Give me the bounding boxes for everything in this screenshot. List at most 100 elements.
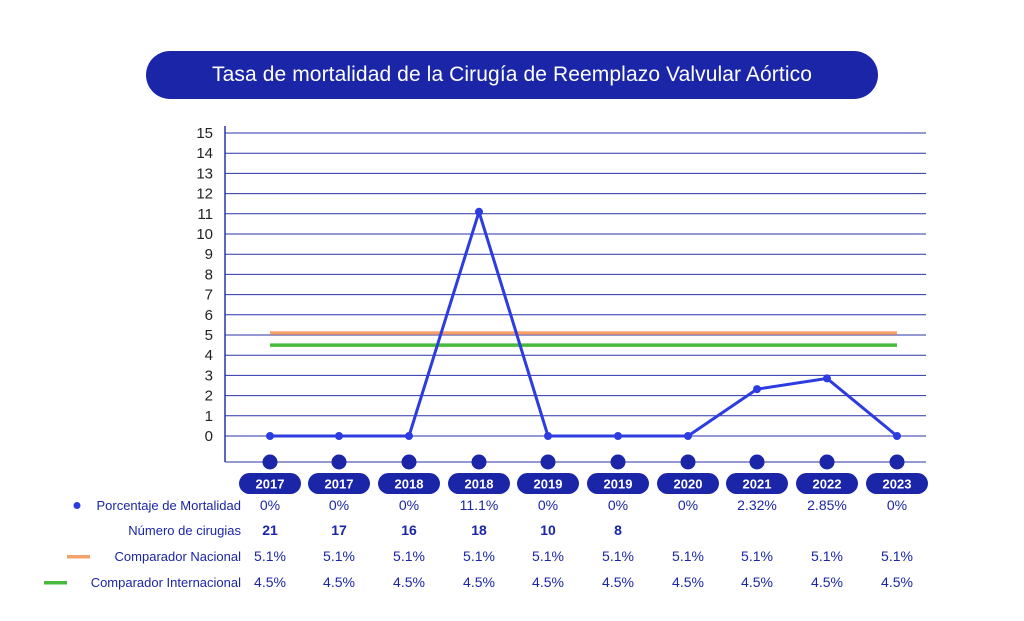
series-layer <box>266 207 901 440</box>
x-axis-dot-0 <box>262 454 278 470</box>
mortality-point-8 <box>823 374 831 383</box>
grid-layer <box>225 132 926 463</box>
table-cell-r1-c1: 17 <box>331 522 347 538</box>
y-tick-label-8: 8 <box>205 266 213 283</box>
category-pill-3 <box>448 473 510 494</box>
x-axis-dot-2 <box>401 454 417 470</box>
category-label-1: 2017 <box>325 477 354 492</box>
x-axis-dot-5 <box>610 454 626 470</box>
category-label-0: 2017 <box>256 477 285 492</box>
table-cell-r0-c5: 0% <box>608 497 628 513</box>
table-cell-r1-c3: 18 <box>471 522 487 538</box>
mortality-point-1 <box>335 432 343 440</box>
y-tick-label-15: 15 <box>196 125 213 142</box>
table-cell-r3-c4: 4.5% <box>532 574 564 590</box>
mortality-point-0 <box>266 432 274 440</box>
mortality-point-6 <box>684 432 692 440</box>
category-label-7: 2021 <box>743 477 772 492</box>
category-pill-4 <box>517 473 579 494</box>
y-tick-label-12: 12 <box>196 186 213 203</box>
y-tick-label-7: 7 <box>205 287 213 304</box>
legend-dot-marker <box>73 502 81 509</box>
table-cell-r0-c0: 0% <box>260 497 280 513</box>
mortality-point-2 <box>405 432 413 440</box>
table-cell-r0-c4: 0% <box>538 497 558 513</box>
category-label-8: 2022 <box>813 477 842 492</box>
table-cell-r0-c2: 0% <box>399 497 419 513</box>
table-cell-r1-c0: 21 <box>262 522 278 538</box>
reference-lines <box>270 331 897 347</box>
y-tick-label-2: 2 <box>205 388 213 405</box>
category-pill-7 <box>726 473 788 494</box>
y-tick-label-5: 5 <box>205 327 213 344</box>
y-tick-label-6: 6 <box>205 307 213 324</box>
table-cell-r2-c9: 5.1% <box>881 548 913 564</box>
mortality-point-4 <box>544 432 552 440</box>
x-axis-dot-8 <box>819 454 835 470</box>
mortality-point-5 <box>614 432 622 440</box>
legend-nacional-marker <box>67 555 90 559</box>
table-cell-r0-c1: 0% <box>329 497 349 513</box>
y-tick-label-1: 1 <box>205 408 213 425</box>
mortality-point-9 <box>893 432 901 440</box>
row-label-0: Porcentaje de Mortalidad <box>96 498 241 513</box>
category-pill-0 <box>239 473 301 494</box>
table-cell-r3-c8: 4.5% <box>811 574 843 590</box>
mortality-series-line <box>270 210 898 438</box>
mortality-point-3 <box>475 207 483 216</box>
category-label-9: 2023 <box>883 477 912 492</box>
category-pill-8 <box>796 473 858 494</box>
category-label-3: 2018 <box>465 477 494 492</box>
x-axis-dot-9 <box>889 454 905 470</box>
table-cell-r3-c9: 4.5% <box>881 574 913 590</box>
table-cell-r0-c3: 11.1% <box>460 497 499 513</box>
x-axis-dot-3 <box>471 454 487 470</box>
y-tick-label-4: 4 <box>205 347 213 364</box>
x-axis-category-pills: 2017 2017 2018 2018 2019 2019 2020 2021 2022 2023 <box>239 454 928 494</box>
row-label-2: Comparador Nacional <box>115 549 242 564</box>
y-tick-label-3: 3 <box>205 367 213 384</box>
category-label-4: 2019 <box>534 477 563 492</box>
table-cell-r2-c2: 5.1% <box>393 548 425 564</box>
category-pill-2 <box>378 473 440 494</box>
x-axis-dot-6 <box>680 454 696 470</box>
table-cell-r2-c6: 5.1% <box>672 548 704 564</box>
y-tick-label-9: 9 <box>205 246 213 263</box>
row-label-1: Número de cirugias <box>128 523 241 538</box>
table-cell-r1-c2: 16 <box>401 522 417 538</box>
y-tick-label-11: 11 <box>197 206 213 223</box>
data-table: Porcentaje de Mortalidad 0% 0% 0% 11.1% 0% 0% 0… <box>44 497 913 590</box>
table-cell-r2-c7: 5.1% <box>741 548 773 564</box>
chart-title: Tasa de mortalidad de la Cirugía de Reem… <box>146 51 878 99</box>
legend-internacional-marker <box>44 581 67 585</box>
table-cell-r0-c8: 2.85% <box>807 497 847 513</box>
y-tick-label-14: 14 <box>196 145 213 162</box>
table-cell-r3-c6: 4.5% <box>672 574 704 590</box>
category-label-2: 2018 <box>395 477 424 492</box>
category-pill-1 <box>308 473 370 494</box>
table-cell-r2-c3: 5.1% <box>463 548 495 564</box>
table-cell-r3-c0: 4.5% <box>254 574 286 590</box>
table-cell-r3-c1: 4.5% <box>323 574 355 590</box>
table-cell-r0-c9: 0% <box>887 497 907 513</box>
category-label-5: 2019 <box>604 477 633 492</box>
table-cell-r3-c7: 4.5% <box>741 574 773 590</box>
table-cell-r3-c2: 4.5% <box>393 574 425 590</box>
table-cell-r1-c5: 8 <box>614 522 622 538</box>
category-pill-9 <box>866 473 928 494</box>
x-axis-dot-7 <box>749 454 765 470</box>
table-cell-r2-c5: 5.1% <box>602 548 634 564</box>
table-cell-r0-c6: 0% <box>678 497 698 513</box>
row-label-3: Comparador Internacional <box>91 575 241 590</box>
table-cell-r2-c1: 5.1% <box>323 548 355 564</box>
x-axis-dot-1 <box>331 454 347 470</box>
y-tick-label-10: 10 <box>196 226 213 243</box>
table-cell-r1-c4: 10 <box>540 522 556 538</box>
category-pill-5 <box>587 473 649 494</box>
x-axis-dot-4 <box>540 454 556 470</box>
table-cell-r3-c5: 4.5% <box>602 574 634 590</box>
table-cell-r2-c8: 5.1% <box>811 548 843 564</box>
table-cell-r3-c3: 4.5% <box>463 574 495 590</box>
